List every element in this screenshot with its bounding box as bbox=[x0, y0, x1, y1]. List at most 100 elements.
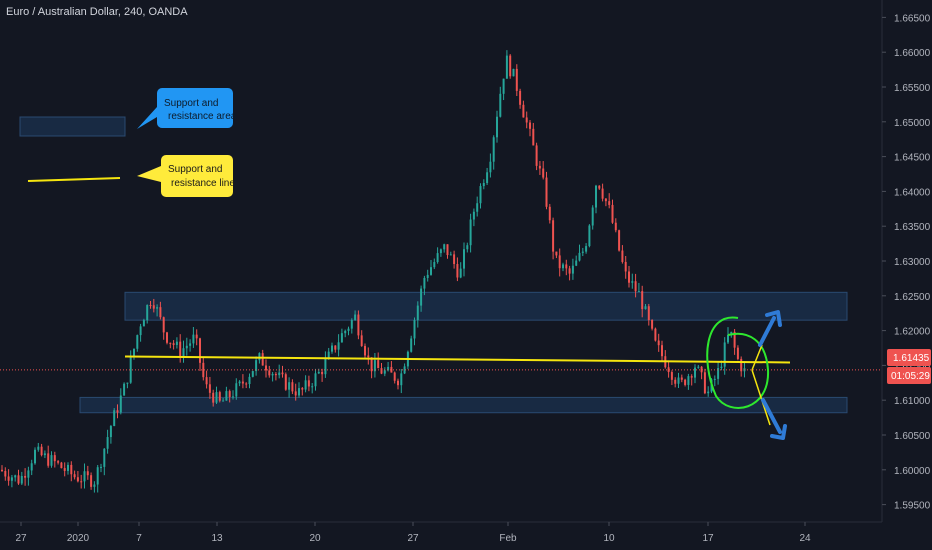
candle-body bbox=[298, 388, 300, 396]
candle-body bbox=[199, 338, 201, 363]
zone-1 bbox=[79, 396, 848, 414]
candle-body bbox=[740, 358, 743, 372]
candle-body bbox=[317, 371, 320, 374]
candle-body bbox=[370, 357, 373, 372]
candle-body bbox=[50, 455, 53, 466]
candle-body bbox=[654, 328, 657, 341]
candle-body bbox=[4, 470, 7, 477]
candle-body bbox=[119, 395, 122, 413]
candle-body bbox=[449, 254, 452, 256]
candle-body bbox=[27, 470, 30, 478]
candle-body bbox=[631, 281, 634, 283]
candle-body bbox=[93, 484, 96, 487]
bearish-arrow-icon bbox=[761, 398, 782, 434]
candle-body bbox=[634, 281, 637, 292]
candle-body bbox=[373, 360, 376, 372]
candle-body bbox=[202, 362, 205, 378]
candle-body bbox=[251, 371, 254, 377]
candle-body bbox=[677, 377, 680, 384]
candle-body bbox=[347, 328, 350, 331]
current-price-tag: 1.61435 01:05:29 bbox=[887, 349, 931, 384]
candle-body bbox=[680, 377, 683, 380]
candle-body bbox=[720, 366, 723, 368]
candle-body bbox=[512, 68, 515, 77]
candle-body bbox=[472, 211, 475, 220]
candle-body bbox=[304, 380, 307, 390]
candle-body bbox=[37, 446, 40, 450]
candle-body bbox=[34, 449, 36, 464]
candle-body bbox=[337, 342, 340, 350]
candle-body bbox=[103, 448, 106, 467]
candle-body bbox=[443, 244, 446, 250]
candle-body bbox=[733, 331, 736, 348]
candle-body bbox=[723, 342, 726, 367]
candle-body bbox=[496, 116, 498, 138]
x-tick-label: 2020 bbox=[67, 533, 90, 544]
y-tick-label: 1.61500 bbox=[894, 361, 931, 372]
candle-body bbox=[588, 225, 591, 247]
candle-body bbox=[532, 128, 535, 146]
candle-body bbox=[509, 55, 512, 77]
candle-body bbox=[1, 469, 3, 471]
time-axis[interactable]: 27 2020 7 13 20 27 Feb 10 17 24 bbox=[0, 521, 882, 544]
candle-body bbox=[340, 333, 343, 343]
candle-body bbox=[713, 378, 716, 380]
candle-body bbox=[288, 382, 291, 390]
candle-body bbox=[568, 268, 571, 274]
candle-body bbox=[433, 262, 436, 268]
x-tick-label: 13 bbox=[211, 533, 223, 544]
candle-body bbox=[248, 376, 251, 385]
candle-body bbox=[538, 165, 541, 169]
candle-body bbox=[423, 277, 426, 289]
candle-body bbox=[647, 306, 650, 321]
candle-body bbox=[387, 366, 390, 371]
candle-body bbox=[436, 253, 439, 263]
candle-body bbox=[245, 383, 248, 385]
candle-body bbox=[360, 335, 363, 347]
candle-body bbox=[169, 342, 172, 344]
candle-body bbox=[380, 368, 383, 374]
candle-body bbox=[133, 348, 135, 358]
x-tick-label: 27 bbox=[15, 533, 27, 544]
price-axis[interactable]: 1.66500 1.66000 1.65500 1.65000 1.64500 1.640… bbox=[881, 0, 931, 522]
candles-layer bbox=[1, 50, 746, 493]
candle-body bbox=[294, 391, 297, 396]
callout-line-line2: resistance line bbox=[171, 178, 235, 189]
candle-body bbox=[241, 381, 244, 384]
candle-body bbox=[641, 291, 644, 310]
candle-body bbox=[76, 477, 79, 482]
candle-body bbox=[621, 250, 624, 262]
candle-body bbox=[608, 201, 611, 205]
candle-body bbox=[113, 410, 116, 427]
candle-body bbox=[149, 305, 152, 307]
candle-body bbox=[228, 391, 231, 397]
candle-body bbox=[126, 382, 129, 384]
candle-body bbox=[129, 357, 132, 383]
y-tick-label: 1.64500 bbox=[894, 153, 931, 164]
candle-body bbox=[261, 353, 264, 366]
candle-body bbox=[492, 137, 495, 162]
candle-body bbox=[591, 207, 594, 226]
candle-body bbox=[327, 351, 330, 360]
candle-body bbox=[486, 172, 489, 183]
candle-body bbox=[535, 145, 538, 166]
candle-body bbox=[628, 271, 630, 283]
candle-body bbox=[413, 320, 416, 339]
candle-body bbox=[611, 204, 614, 223]
candle-body bbox=[529, 122, 531, 129]
candle-body bbox=[80, 481, 83, 483]
y-tick-label: 1.60000 bbox=[894, 466, 931, 477]
candle-body bbox=[281, 372, 284, 375]
candle-body bbox=[684, 379, 687, 385]
candle-body bbox=[185, 345, 188, 349]
candle-body bbox=[189, 343, 192, 346]
candle-body bbox=[499, 93, 502, 117]
candle-body bbox=[179, 341, 182, 358]
candle-body bbox=[195, 334, 198, 339]
highlight-circle bbox=[706, 316, 770, 409]
candle-body bbox=[354, 314, 357, 321]
zone-0 bbox=[124, 291, 848, 321]
candle-body bbox=[410, 338, 413, 352]
